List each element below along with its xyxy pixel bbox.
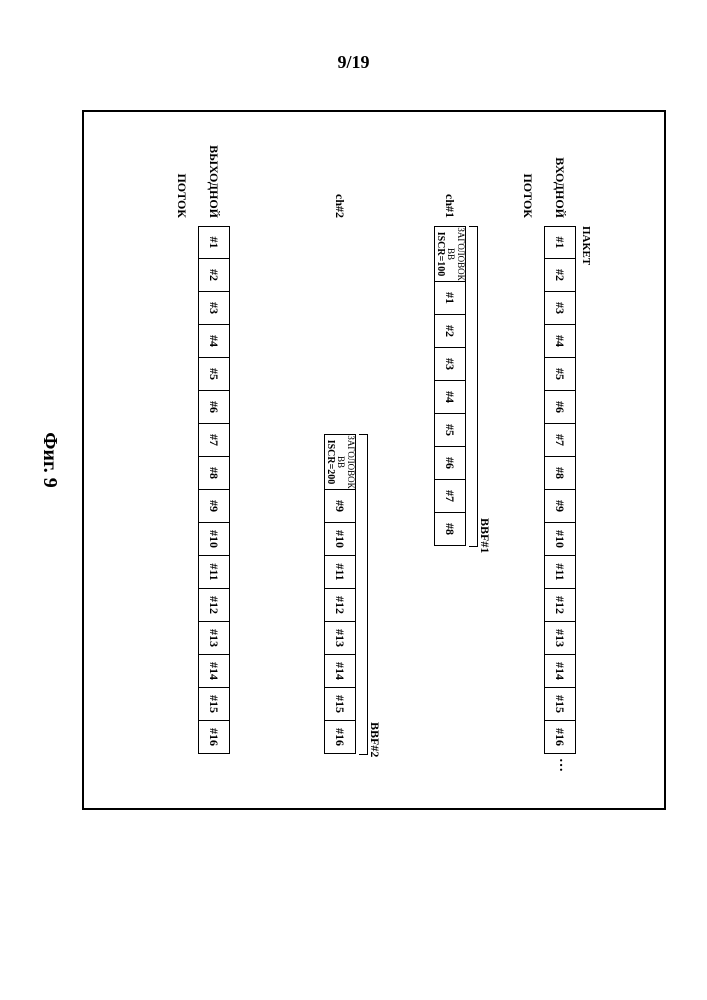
bbf2-row: ЗАГОЛОВОК BB ISCR=200 #9 #10 #11 #12 #13… bbox=[324, 434, 356, 754]
packet-cell: #7 bbox=[434, 480, 466, 513]
packet-cell: #12 bbox=[544, 589, 576, 622]
packet-cell: #5 bbox=[544, 358, 576, 391]
bbf1-label: BBF#1 bbox=[477, 518, 492, 553]
packet-cell: #10 bbox=[324, 523, 356, 556]
packet-cell: #7 bbox=[198, 424, 230, 457]
bb-header-cell: ЗАГОЛОВОК BB ISCR=200 bbox=[324, 434, 356, 490]
packet-cell: #8 bbox=[544, 457, 576, 490]
packet-cell: #14 bbox=[324, 655, 356, 688]
packet-cell: #5 bbox=[198, 358, 230, 391]
packet-cell: #11 bbox=[544, 556, 576, 589]
input-stream-label: ВХОДНОЙ ПОТОК bbox=[512, 110, 576, 218]
packet-cell: #16 bbox=[324, 721, 356, 754]
packet-cell: #10 bbox=[544, 523, 576, 556]
packet-cell: #12 bbox=[324, 589, 356, 622]
packet-cell: #5 bbox=[434, 414, 466, 447]
packet-cell: #13 bbox=[544, 622, 576, 655]
output-stream-label: ВЫХОДНОЙ ПОТОК bbox=[166, 110, 230, 218]
diagram-rotated: ВХОДНОЙ ПОТОК ПАКЕТ #1 #2 #3 #4 #5 #6 #7… bbox=[24, 100, 684, 820]
packet-cell: #16 bbox=[198, 721, 230, 754]
bb-header-sub: BB bbox=[445, 248, 455, 260]
packet-cell: #10 bbox=[198, 523, 230, 556]
bbf1-row: ЗАГОЛОВОК BB ISCR=100 #1 #2 #3 #4 #5 #6 … bbox=[434, 226, 466, 546]
ch1-label: ch#1 bbox=[434, 110, 466, 218]
packet-cell: #7 bbox=[544, 424, 576, 457]
packet-cell: #8 bbox=[198, 457, 230, 490]
packet-cell: #15 bbox=[544, 688, 576, 721]
iscr-value: ISCR=100 bbox=[434, 232, 445, 277]
iscr-value: ISCR=200 bbox=[324, 440, 335, 485]
bb-header-text: ЗАГОЛОВОК bbox=[455, 227, 465, 280]
packet-cell: #1 bbox=[198, 226, 230, 259]
bb-header-text: ЗАГОЛОВОК bbox=[345, 435, 355, 488]
output-row: #1 #2 #3 #4 #5 #6 #7 #8 #9 #10 #11 #12 #… bbox=[198, 226, 230, 754]
packet-cell: #9 bbox=[198, 490, 230, 523]
packet-cell: #3 bbox=[434, 348, 466, 381]
packet-cell: #13 bbox=[198, 622, 230, 655]
packet-cell: #4 bbox=[434, 381, 466, 414]
packet-cell: #6 bbox=[544, 391, 576, 424]
bbf2-bracket bbox=[359, 434, 368, 755]
bbf1-bracket bbox=[469, 226, 478, 547]
page-number: 9/19 bbox=[0, 52, 707, 73]
figure-stage: ВХОДНОЙ ПОТОК ПАКЕТ #1 #2 #3 #4 #5 #6 #7… bbox=[24, 100, 684, 820]
packet-cell: #15 bbox=[324, 688, 356, 721]
packet-cell: #2 bbox=[198, 259, 230, 292]
packet-cell: #9 bbox=[324, 490, 356, 523]
packet-cell: #1 bbox=[434, 282, 466, 315]
packet-cell: #12 bbox=[198, 589, 230, 622]
packet-cell: #3 bbox=[198, 292, 230, 325]
packet-cell: #8 bbox=[434, 513, 466, 546]
packet-label: ПАКЕТ bbox=[580, 226, 592, 265]
packet-cell: #6 bbox=[434, 447, 466, 480]
packet-cell: #13 bbox=[324, 622, 356, 655]
packet-cell: #2 bbox=[434, 315, 466, 348]
bb-header-sub: BB bbox=[335, 456, 345, 468]
packet-cell: #4 bbox=[544, 325, 576, 358]
packet-cell: #6 bbox=[198, 391, 230, 424]
figure-caption: Фиг. 9 bbox=[38, 100, 61, 820]
ellipsis: … bbox=[555, 758, 571, 772]
packet-cell: #4 bbox=[198, 325, 230, 358]
packet-cell: #14 bbox=[198, 655, 230, 688]
packet-cell: #15 bbox=[198, 688, 230, 721]
packet-cell: #9 bbox=[544, 490, 576, 523]
page: 9/19 ВХОДНОЙ ПОТОК ПАКЕТ #1 #2 #3 #4 #5 … bbox=[0, 0, 707, 1000]
ch2-label: ch#2 bbox=[324, 110, 356, 218]
packet-cell: #2 bbox=[544, 259, 576, 292]
packet-cell: #1 bbox=[544, 226, 576, 259]
packet-cell: #14 bbox=[544, 655, 576, 688]
input-row: #1 #2 #3 #4 #5 #6 #7 #8 #9 #10 #11 #12 #… bbox=[544, 226, 576, 754]
packet-cell: #11 bbox=[324, 556, 356, 589]
packet-cell: #3 bbox=[544, 292, 576, 325]
packet-cell: #16 bbox=[544, 721, 576, 754]
bb-header-cell: ЗАГОЛОВОК BB ISCR=100 bbox=[434, 226, 466, 282]
bbf2-label: BBF#2 bbox=[367, 722, 382, 757]
packet-cell: #11 bbox=[198, 556, 230, 589]
